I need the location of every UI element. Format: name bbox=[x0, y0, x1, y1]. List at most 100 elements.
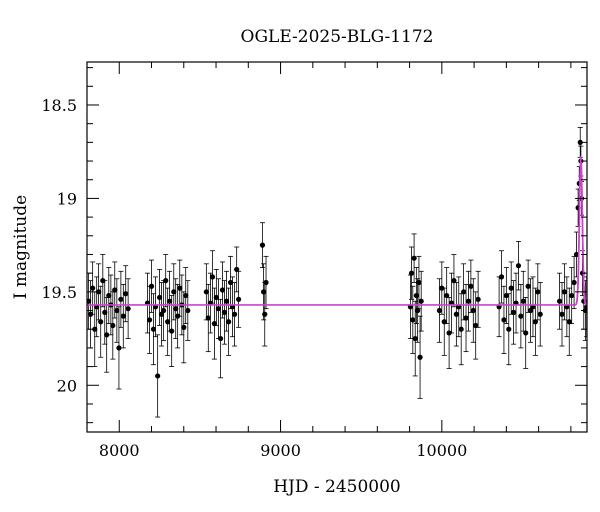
data-point bbox=[155, 334, 161, 418]
data-marker bbox=[219, 287, 226, 293]
data-point bbox=[513, 272, 519, 334]
data-point bbox=[520, 270, 526, 332]
model-curve bbox=[87, 160, 587, 306]
data-point bbox=[569, 267, 575, 325]
data-marker bbox=[520, 298, 526, 304]
data-marker bbox=[166, 298, 173, 304]
data-marker bbox=[535, 289, 541, 295]
data-point bbox=[236, 270, 242, 328]
data-point bbox=[453, 282, 459, 347]
plot-area bbox=[87, 127, 587, 418]
data-marker bbox=[98, 319, 104, 325]
data-marker bbox=[532, 319, 538, 325]
data-marker bbox=[415, 307, 421, 314]
data-marker bbox=[473, 322, 479, 329]
data-point bbox=[503, 267, 509, 325]
data-marker bbox=[234, 266, 240, 273]
data-marker bbox=[559, 311, 565, 317]
data-point bbox=[217, 298, 224, 379]
data-point bbox=[525, 259, 531, 313]
data-marker bbox=[573, 251, 580, 258]
data-marker bbox=[458, 326, 464, 332]
y-tick-label: 18.5 bbox=[41, 96, 77, 115]
data-point bbox=[577, 127, 583, 158]
data-marker bbox=[416, 279, 422, 286]
data-marker bbox=[92, 326, 98, 332]
data-point bbox=[98, 285, 104, 358]
data-marker bbox=[231, 311, 238, 317]
data-marker bbox=[263, 279, 269, 286]
data-marker bbox=[453, 311, 459, 317]
data-marker bbox=[177, 285, 183, 291]
data-point bbox=[148, 259, 155, 313]
data-point bbox=[535, 263, 541, 321]
data-marker bbox=[110, 322, 116, 329]
data-point bbox=[185, 280, 191, 341]
data-marker bbox=[503, 292, 509, 299]
data-point bbox=[566, 287, 572, 356]
data-point bbox=[501, 285, 507, 354]
data-marker bbox=[412, 335, 418, 342]
data-marker bbox=[408, 270, 415, 276]
plot-frame bbox=[86, 61, 588, 433]
data-point bbox=[470, 278, 476, 343]
data-marker bbox=[163, 278, 169, 284]
data-point bbox=[468, 259, 474, 313]
x-tick-label: 10000 bbox=[416, 441, 467, 460]
x-tick-label: 8000 bbox=[99, 441, 140, 460]
data-marker bbox=[468, 283, 474, 289]
data-marker bbox=[120, 313, 126, 319]
chart-title: OGLE-2025-BLG-1172 bbox=[241, 27, 434, 47]
data-marker bbox=[146, 317, 153, 323]
data-marker bbox=[156, 294, 163, 301]
data-marker bbox=[209, 274, 216, 280]
data-point bbox=[465, 270, 472, 332]
data-point bbox=[527, 278, 534, 343]
data-marker bbox=[259, 242, 266, 248]
data-point bbox=[181, 291, 187, 364]
data-point bbox=[515, 240, 522, 291]
data-point bbox=[125, 278, 131, 339]
data-point bbox=[120, 283, 126, 349]
data-marker bbox=[226, 319, 232, 325]
data-point bbox=[165, 287, 171, 356]
data-point bbox=[112, 261, 118, 319]
data-marker bbox=[527, 307, 534, 314]
data-marker bbox=[118, 296, 124, 302]
data-marker bbox=[165, 319, 171, 325]
data-point bbox=[508, 261, 514, 315]
data-point bbox=[532, 287, 538, 356]
data-point bbox=[411, 233, 417, 283]
y-tick-label: 19 bbox=[57, 189, 77, 208]
data-point bbox=[171, 263, 177, 321]
data-point bbox=[564, 276, 570, 338]
data-marker bbox=[525, 283, 531, 289]
data-marker bbox=[511, 309, 517, 316]
data-marker bbox=[498, 274, 505, 280]
data-marker bbox=[213, 294, 219, 301]
axis-ticks: 8000 9000 10000 18.5 19 19.5 20 bbox=[41, 62, 587, 460]
data-marker bbox=[463, 315, 469, 321]
data-marker bbox=[205, 315, 211, 321]
data-marker bbox=[518, 313, 524, 319]
data-marker bbox=[183, 292, 189, 299]
data-point bbox=[518, 283, 524, 349]
y-tick-label: 20 bbox=[57, 376, 77, 395]
data-point bbox=[498, 250, 505, 304]
data-point bbox=[561, 263, 568, 321]
data-point bbox=[408, 246, 415, 300]
data-point bbox=[110, 291, 116, 360]
data-point bbox=[183, 267, 189, 325]
data-marker bbox=[114, 307, 120, 314]
data-point bbox=[227, 255, 234, 310]
data-point bbox=[530, 276, 536, 338]
data-point bbox=[444, 267, 450, 325]
data-point bbox=[211, 287, 218, 360]
data-marker bbox=[215, 306, 222, 312]
data-marker bbox=[90, 285, 96, 291]
data-marker bbox=[123, 291, 129, 297]
data-marker bbox=[262, 311, 268, 317]
data-point bbox=[461, 263, 467, 321]
